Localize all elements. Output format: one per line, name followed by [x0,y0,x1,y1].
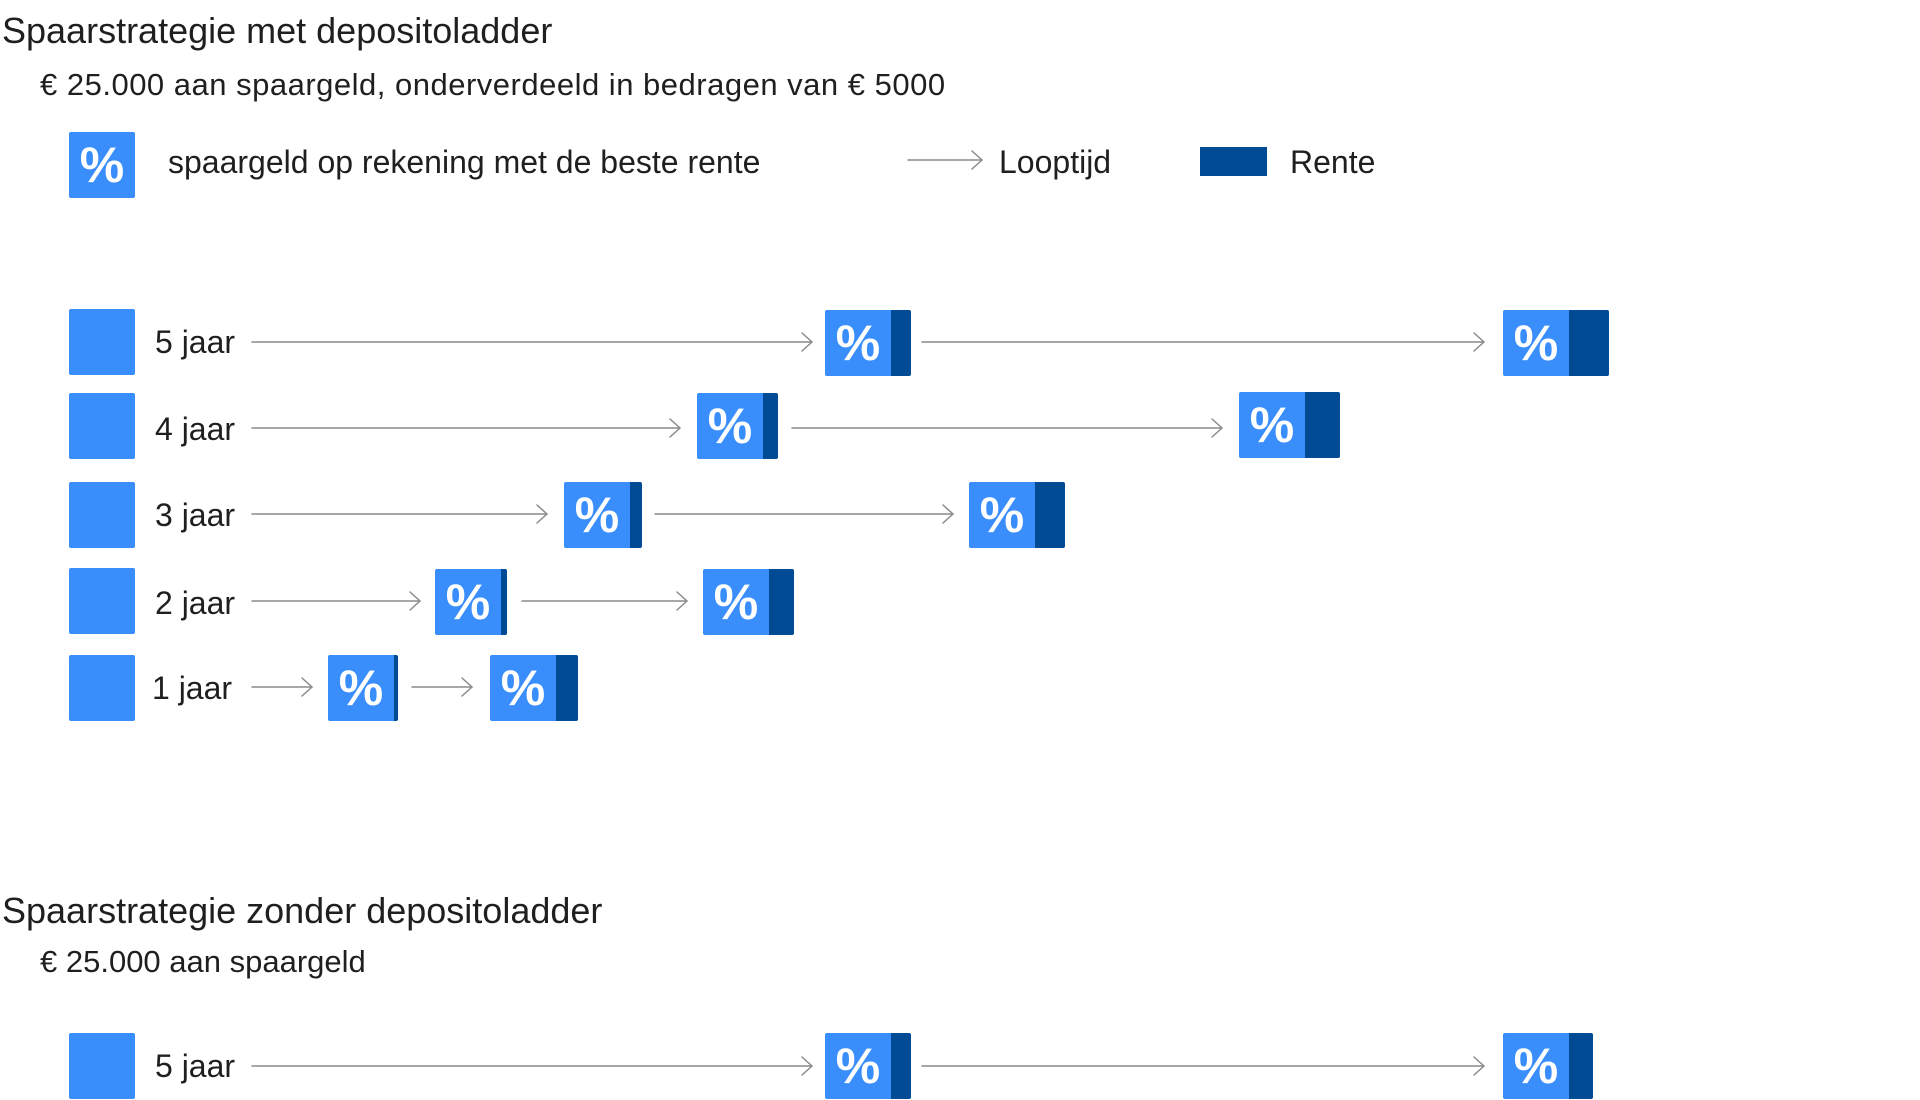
deposit-block-first: % [825,310,911,376]
deposit-block-second: % [969,482,1065,548]
deposit-block-first: % [328,655,398,721]
deposit-block-first: % [697,393,778,459]
percent-icon: % [435,569,501,635]
percent-icon: % [328,655,394,721]
interest-bar [556,655,578,721]
term-arrow [251,677,313,697]
interest-bar [501,569,507,635]
percent-icon: % [490,655,556,721]
deposit-block-first: % [435,569,507,635]
legend-interest-label: Rente [1290,144,1376,180]
term-arrow [251,1056,813,1076]
legend-savings-swatch: % [69,132,135,198]
percent-icon: % [69,132,135,198]
interest-bar [1569,310,1609,376]
section2-subtitle: € 25.000 aan spaargeld [40,944,366,979]
deposit-block-second: % [1239,392,1340,458]
percent-icon: % [825,1033,891,1099]
row-label-3-jaar: 3 jaar [155,497,236,533]
savings-square [69,482,135,548]
interest-bar [1305,392,1340,458]
term-arrow [251,504,548,524]
percent-icon: % [825,310,891,376]
row-label-2-jaar: 2 jaar [155,585,236,621]
legend-arrow-icon [907,150,983,170]
interest-bar [891,1033,911,1099]
interest-bar [763,393,778,459]
term-arrow [521,591,688,611]
term-arrow [654,504,954,524]
term-arrow [411,677,473,697]
row-label-4-jaar: 4 jaar [155,411,236,447]
row-label-5-jaar-no-ladder: 5 jaar [155,1048,236,1084]
percent-icon: % [1239,392,1305,458]
percent-icon: % [969,482,1035,548]
term-arrow [251,332,813,352]
interest-bar [394,655,398,721]
legend-savings-label: spaargeld op rekening met de beste rente [168,144,761,180]
section1-title: Spaarstrategie met depositoladder [2,10,553,51]
savings-square [69,1033,135,1099]
savings-square [69,309,135,375]
percent-icon: % [564,482,630,548]
savings-square [69,568,135,634]
section2-title: Spaarstrategie zonder depositoladder [2,890,603,931]
interest-bar [769,569,794,635]
savings-square [69,393,135,459]
deposit-block-second: % [1503,310,1609,376]
deposit-block-first: % [825,1033,911,1099]
percent-icon: % [697,393,763,459]
interest-bar [1569,1033,1593,1099]
row-label-5-jaar: 5 jaar [155,324,236,360]
interest-bar [891,310,911,376]
deposit-block-second: % [703,569,794,635]
deposit-block-second: % [490,655,578,721]
term-arrow [791,418,1223,438]
section1-subtitle: € 25.000 aan spaargeld, onderverdeeld in… [40,67,946,102]
interest-bar [1035,482,1065,548]
percent-icon: % [1503,310,1569,376]
percent-icon: % [703,569,769,635]
term-arrow [921,1056,1485,1076]
savings-square [69,655,135,721]
percent-icon: % [1503,1033,1569,1099]
interest-bar [630,482,642,548]
row-label-1-jaar: 1 jaar [152,670,233,706]
deposit-block-first: % [564,482,642,548]
term-arrow [251,418,681,438]
term-arrow [921,332,1485,352]
legend-interest-swatch [1200,147,1267,176]
legend-term-label: Looptijd [999,144,1112,180]
term-arrow [251,591,421,611]
deposit-block-second: % [1503,1033,1593,1099]
